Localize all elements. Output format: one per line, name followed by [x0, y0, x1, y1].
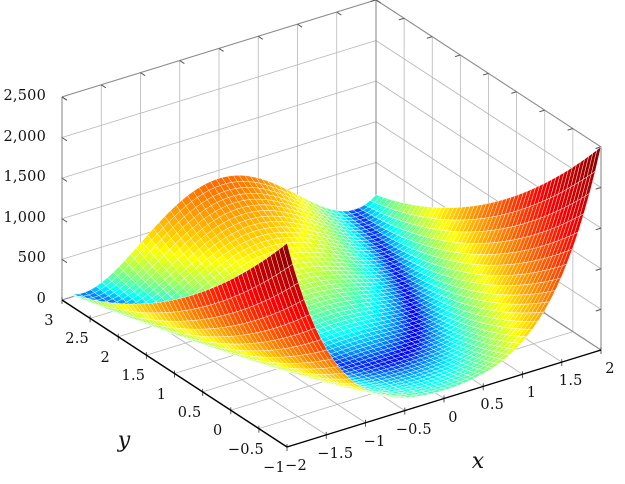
x-axis-label: x: [471, 449, 485, 474]
y-axis-label: y: [117, 428, 131, 453]
